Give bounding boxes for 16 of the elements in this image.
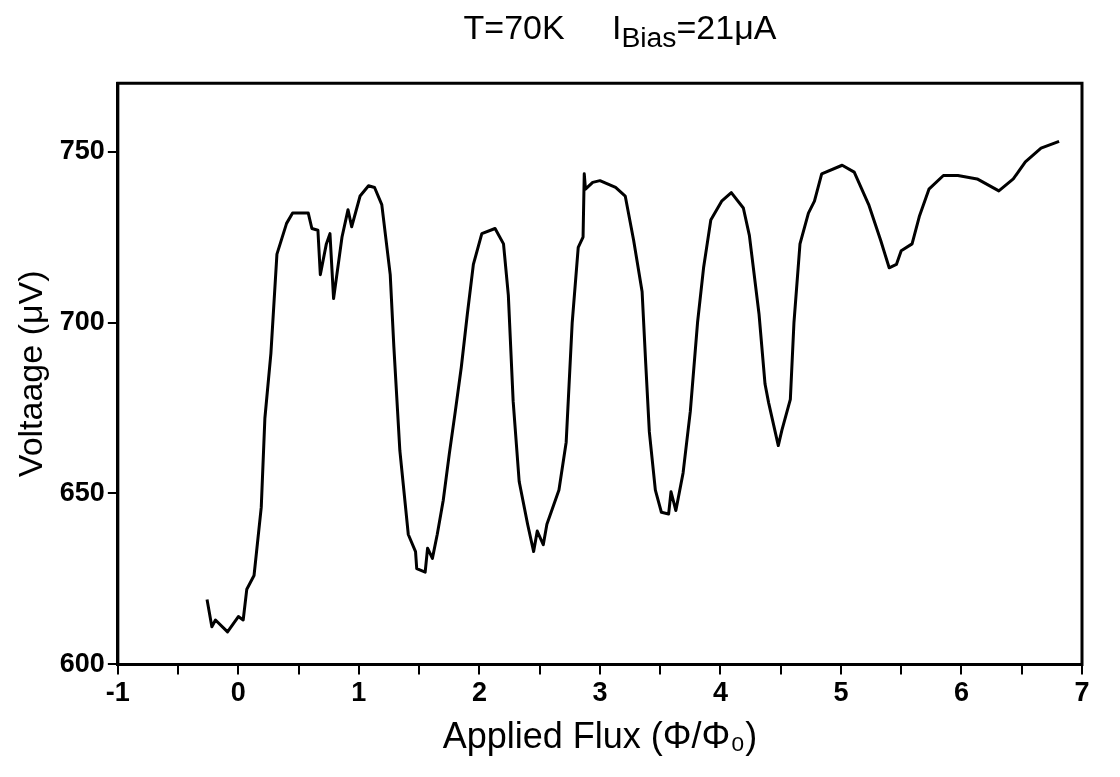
chart-title: T=70K I$_{Bias}$=21μA	[462, 8, 778, 55]
x-tick-label: 7	[1074, 677, 1090, 708]
y-tick-label: 600	[59, 647, 105, 678]
x-axis-title: Applied Flux (Φ/Φ₀)	[442, 715, 758, 757]
y-tick-label: 750	[59, 135, 105, 166]
x-tick-label: 5	[833, 677, 849, 708]
x-tick-label: 0	[230, 677, 246, 708]
x-tick-label: -1	[105, 677, 130, 708]
y-tick-label: 650	[59, 476, 105, 507]
y-tick-label: 700	[59, 305, 105, 336]
x-tick-label: 2	[471, 677, 487, 708]
x-tick-label: 6	[953, 677, 969, 708]
x-tick-label: 4	[712, 677, 728, 708]
x-tick-label: 3	[592, 677, 608, 708]
y-axis-title: Voltaage (μV)	[10, 270, 49, 478]
x-tick-label: 1	[351, 677, 367, 708]
